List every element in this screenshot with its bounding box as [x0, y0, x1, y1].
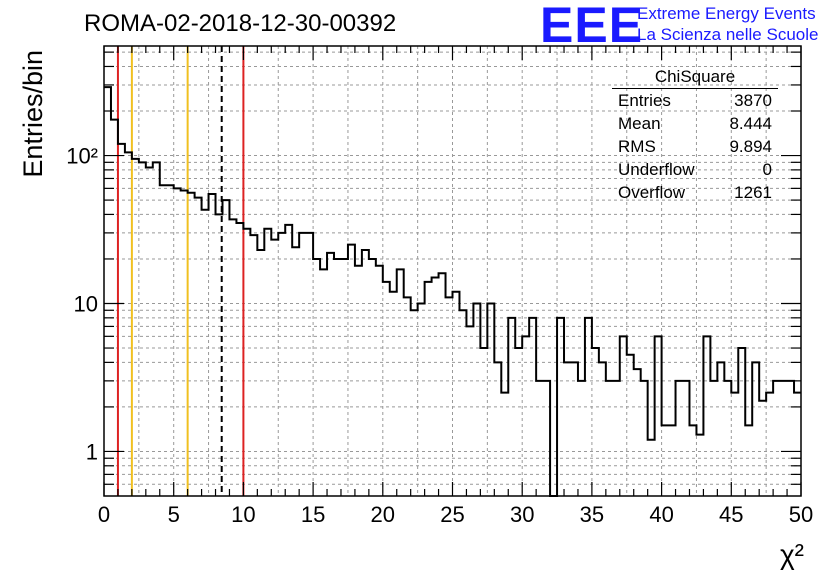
logo-line-1: Extreme Energy Events — [637, 4, 816, 23]
stats-row: Mean 8.444 — [612, 112, 778, 135]
x-tick-label: 25 — [440, 502, 464, 527]
x-tick-label: 10 — [231, 502, 255, 527]
stats-label: Entries — [618, 91, 671, 110]
x-tick-label: 40 — [649, 502, 673, 527]
x-tick-label: 45 — [719, 502, 743, 527]
y-axis-ticks: 1 10 10² — [66, 51, 801, 485]
x-tick-label: 30 — [510, 502, 534, 527]
logo-line-2: La Scienza nelle Scuole — [637, 25, 819, 44]
x-tick-label: 15 — [301, 502, 325, 527]
stats-value: 0 — [762, 160, 772, 179]
stats-row: RMS 9.894 — [612, 135, 778, 158]
x-tick-label: 20 — [371, 502, 395, 527]
grid-lines — [104, 46, 801, 496]
marker-lines — [116, 46, 245, 496]
eee-logo: EEE — [540, 0, 644, 53]
histogram-line — [104, 86, 801, 497]
stats-value: 3870 — [734, 91, 772, 110]
stats-row: Underflow 0 — [612, 158, 778, 181]
y-tick-label: 1 — [86, 439, 98, 464]
y-tick-label: 10 — [74, 292, 98, 317]
stats-value: 8.444 — [729, 114, 772, 133]
x-tick-label: 50 — [789, 502, 813, 527]
x-axis-ticks: 0 5 10 15 20 25 30 35 40 45 50 — [98, 46, 813, 527]
stats-label: RMS — [618, 137, 656, 156]
stats-label: Underflow — [618, 160, 695, 179]
y-axis-label: Entries/bin — [18, 50, 48, 178]
stats-row: Overflow 1261 — [612, 181, 778, 204]
stats-value: 9.894 — [729, 137, 772, 156]
stats-label: Mean — [618, 114, 661, 133]
stats-row: Entries 3870 — [612, 89, 778, 112]
stats-label: Overflow — [618, 183, 686, 202]
chart-title: ROMA-02-2018-12-30-00392 — [84, 10, 397, 37]
stats-title: ChiSquare — [612, 66, 778, 89]
x-tick-label: 35 — [580, 502, 604, 527]
stats-box: ChiSquare Entries 3870 Mean 8.444 RMS 9.… — [612, 66, 778, 204]
y-tick-label: 10² — [66, 144, 98, 169]
x-axis-label: χ² — [780, 539, 804, 570]
x-tick-label: 5 — [168, 502, 180, 527]
stats-value: 1261 — [734, 183, 772, 202]
x-tick-label: 0 — [98, 502, 110, 527]
